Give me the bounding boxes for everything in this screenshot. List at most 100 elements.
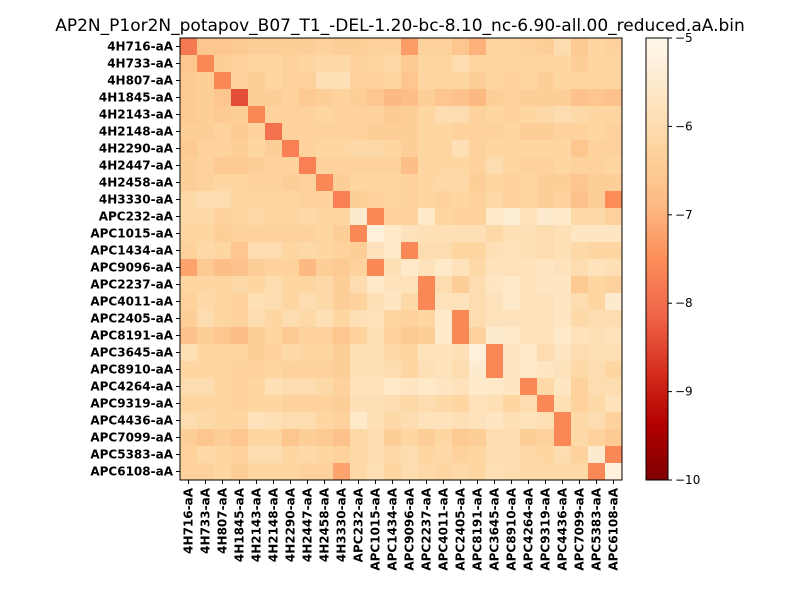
y-tick-label: APC7099-aA	[90, 431, 173, 445]
x-tick-label: 4H2290-aA	[284, 487, 298, 562]
heatmap-cell	[435, 225, 453, 243]
heatmap-cell	[367, 242, 385, 260]
heatmap-cell	[299, 242, 317, 260]
heatmap-cell	[418, 395, 436, 413]
heatmap-cell	[231, 225, 249, 243]
heatmap-cell	[554, 89, 572, 107]
heatmap-cell	[384, 191, 402, 209]
heatmap-cell	[197, 344, 215, 362]
heatmap-cell	[265, 378, 283, 396]
heatmap-cell	[401, 208, 419, 226]
x-tick-label: APC1015-aA	[369, 487, 383, 570]
heatmap-cell	[265, 191, 283, 209]
x-tick-label: APC9319-aA	[539, 487, 553, 570]
x-tick-label: 4H1845-aA	[233, 487, 247, 562]
heatmap-cell	[571, 293, 589, 311]
heatmap-cell	[469, 463, 487, 481]
heatmap-cell	[554, 242, 572, 260]
heatmap-cell	[588, 157, 606, 175]
heatmap-cell	[554, 140, 572, 158]
heatmap-cell	[265, 310, 283, 328]
heatmap-cell	[248, 463, 266, 481]
heatmap-cell	[571, 259, 589, 277]
heatmap-cell	[316, 208, 334, 226]
heatmap-cell	[503, 157, 521, 175]
heatmap-cell	[503, 276, 521, 294]
heatmap-cell	[367, 174, 385, 192]
heatmap-cell	[350, 276, 368, 294]
heatmap-cell	[401, 89, 419, 107]
heatmap-cell	[384, 123, 402, 141]
heatmap-cell	[452, 225, 470, 243]
heatmap-cell	[231, 327, 249, 345]
x-tick-label: APC1434-aA	[386, 487, 400, 570]
heatmap-cell	[452, 72, 470, 90]
heatmap-cell	[486, 191, 504, 209]
heatmap-cell	[316, 191, 334, 209]
heatmap-cell	[350, 293, 368, 311]
y-tick-label: APC8910-aA	[90, 363, 173, 377]
heatmap-cell	[469, 89, 487, 107]
heatmap-cell	[503, 225, 521, 243]
heatmap-cell	[333, 106, 351, 124]
heatmap-cell	[435, 429, 453, 447]
heatmap-cell	[197, 429, 215, 447]
heatmap-cell	[265, 89, 283, 107]
heatmap-cell	[571, 242, 589, 260]
heatmap-cell	[180, 327, 198, 345]
heatmap-cell	[571, 208, 589, 226]
heatmap-cell	[265, 412, 283, 430]
heatmap-cell	[605, 174, 623, 192]
heatmap-cell	[554, 106, 572, 124]
heatmap-cell	[384, 429, 402, 447]
heatmap-cell	[231, 72, 249, 90]
heatmap-cell	[418, 242, 436, 260]
x-tick-label: APC9096-aA	[403, 487, 417, 570]
colorbar-tick-label: −5	[675, 31, 693, 45]
heatmap-cell	[537, 446, 555, 464]
heatmap-cell	[554, 123, 572, 141]
heatmap-cell	[571, 140, 589, 158]
heatmap-cell	[418, 38, 436, 56]
heatmap-cell	[537, 225, 555, 243]
heatmap-cell	[537, 412, 555, 430]
heatmap-cell	[282, 242, 300, 260]
x-tick-label: 4H2143-aA	[250, 487, 264, 562]
heatmap-cell	[452, 429, 470, 447]
heatmap-cell	[588, 259, 606, 277]
heatmap-cell	[605, 293, 623, 311]
heatmap-cell	[503, 327, 521, 345]
chart-title: AP2N_P1or2N_potapov_B07_T1_-DEL-1.20-bc-…	[55, 16, 745, 36]
heatmap-cell	[588, 191, 606, 209]
heatmap-cell	[282, 276, 300, 294]
heatmap-cell	[605, 89, 623, 107]
y-tick-label: 4H1845-aA	[99, 91, 174, 105]
heatmap-cell	[214, 310, 232, 328]
heatmap-cell	[503, 89, 521, 107]
heatmap-cell	[282, 429, 300, 447]
heatmap-cell	[180, 225, 198, 243]
y-tick-label: APC9096-aA	[90, 261, 173, 275]
heatmap-cell	[180, 242, 198, 260]
heatmap-cell	[554, 174, 572, 192]
heatmap-cell	[214, 446, 232, 464]
heatmap-cell	[435, 191, 453, 209]
heatmap-cell	[520, 89, 538, 107]
heatmap-cell	[299, 157, 317, 175]
x-tick-labels: 4H716-aA 4H733-aA 4H807-aA 4H1845-aA 4H2143-…	[182, 480, 621, 571]
heatmap-cell	[418, 378, 436, 396]
heatmap-cell	[299, 327, 317, 345]
heatmap-cell	[248, 344, 266, 362]
heatmap-cell	[435, 310, 453, 328]
heatmap-cell	[197, 259, 215, 277]
heatmap-cell	[435, 242, 453, 260]
y-tick-label: 4H716-aA	[107, 40, 174, 54]
heatmap-cell	[588, 463, 606, 481]
heatmap-cell	[571, 276, 589, 294]
heatmap-cell	[333, 242, 351, 260]
y-tick-label: APC1434-aA	[90, 244, 173, 258]
heatmap-cell	[316, 310, 334, 328]
y-tick-label: 4H2458-aA	[99, 176, 174, 190]
heatmap-cell	[452, 174, 470, 192]
heatmap-cell	[180, 412, 198, 430]
